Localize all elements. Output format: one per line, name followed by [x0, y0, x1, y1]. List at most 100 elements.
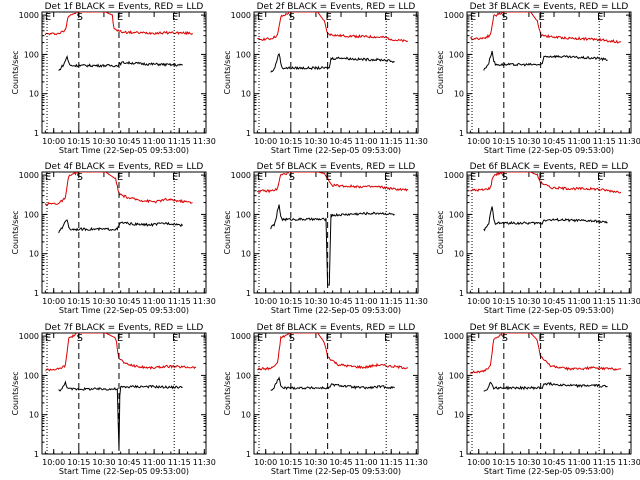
- x-axis-label: Start Time (22-Sep-05 09:53:00): [484, 306, 614, 315]
- x-tick-label: 11:30: [405, 297, 428, 306]
- chart-title: Det 2f BLACK = Events, RED = LLD: [257, 2, 416, 12]
- time-marker-label: E: [172, 12, 178, 23]
- y-tick-label: 1: [246, 289, 251, 298]
- time-marker-label: E: [325, 172, 331, 183]
- y-tick-label: 100: [449, 50, 464, 59]
- x-tick-label: 11:00: [143, 137, 166, 146]
- x-tick-label: 11:00: [355, 458, 378, 467]
- x-tick-label: 10:45: [117, 297, 140, 306]
- x-tick-label: 10:00: [254, 137, 277, 146]
- y-tick-label: 100: [236, 50, 251, 59]
- y-tick-label: 1000: [19, 171, 39, 180]
- x-tick-label: 11:30: [193, 137, 216, 146]
- x-tick-label: 10:15: [67, 297, 90, 306]
- y-tick-label: 1: [246, 450, 251, 459]
- x-tick-label: 11:00: [143, 297, 166, 306]
- x-tick-label: 10:45: [117, 137, 140, 146]
- x-tick-label: 10:30: [304, 297, 327, 306]
- x-tick-label: 10:00: [467, 297, 490, 306]
- x-axis-label: Start Time (22-Sep-05 09:53:00): [59, 146, 189, 155]
- x-tick-label: 10:45: [542, 137, 565, 146]
- plot-frame: [253, 332, 419, 455]
- lld-rate-line: [257, 333, 408, 371]
- time-marker-label: S: [77, 172, 83, 183]
- y-tick-label: 1000: [19, 332, 39, 341]
- y-axis-label: Counts/sec: [223, 210, 232, 254]
- time-marker-label: E: [538, 172, 544, 183]
- x-tick-label: 10:15: [492, 297, 515, 306]
- y-tick-label: 1: [459, 450, 464, 459]
- x-tick-label: 11:30: [193, 458, 216, 467]
- time-marker-label: E: [117, 172, 123, 183]
- lld-rate-line: [256, 172, 409, 194]
- chart-title: Det 3f BLACK = Events, RED = LLD: [470, 2, 629, 12]
- y-tick-label: 10: [454, 250, 464, 259]
- chart-title: Det 9f BLACK = Events, RED = LLD: [470, 323, 629, 333]
- x-tick-label: 11:30: [405, 137, 428, 146]
- chart-title: Det 4f BLACK = Events, RED = LLD: [45, 162, 204, 172]
- x-tick-label: 10:00: [467, 137, 490, 146]
- x-tick-label: 10:00: [42, 297, 65, 306]
- x-tick-label: 10:00: [467, 458, 490, 467]
- time-marker-label: E: [384, 172, 390, 183]
- lld-rate-line: [257, 12, 409, 43]
- x-axis-label: Start Time (22-Sep-05 09:53:00): [271, 467, 401, 476]
- x-tick-label: 10:45: [329, 458, 352, 467]
- chart-title: Det 1f BLACK = Events, RED = LLD: [45, 2, 204, 12]
- time-marker-label: E: [470, 172, 476, 183]
- y-tick-label: 100: [24, 50, 39, 59]
- time-marker-label: S: [289, 172, 295, 183]
- y-tick-label: 10: [454, 90, 464, 99]
- time-marker-label: E: [325, 333, 331, 344]
- plot-frame: [41, 171, 207, 294]
- x-tick-label: 10:15: [279, 297, 302, 306]
- time-marker-label: E: [45, 12, 51, 23]
- chart-title: Det 6f BLACK = Events, RED = LLD: [470, 162, 629, 172]
- time-marker-label: E: [597, 333, 603, 344]
- y-tick-label: 1000: [444, 332, 464, 341]
- event-rate-line: [58, 219, 184, 234]
- x-tick-label: 10:30: [304, 458, 327, 467]
- chart-title: Det 7f BLACK = Events, RED = LLD: [45, 323, 204, 333]
- time-marker-label: E: [257, 172, 263, 183]
- y-axis-label: Counts/sec: [223, 50, 232, 94]
- event-rate-line: [483, 381, 608, 392]
- time-marker-label: E: [538, 12, 544, 23]
- x-axis-label: Start Time (22-Sep-05 09:53:00): [271, 306, 401, 315]
- plot-frame: [466, 171, 632, 294]
- x-tick-label: 11:30: [618, 458, 640, 467]
- time-marker-label: E: [45, 172, 51, 183]
- event-rate-line: [58, 54, 183, 71]
- plot-frame: [253, 11, 419, 134]
- lld-rate-line: [44, 12, 193, 36]
- lld-rate-line: [469, 333, 622, 375]
- chart-panel-2: Det 2f BLACK = Events, RED = LLD 10:00 10:…: [223, 2, 428, 155]
- event-rate-line: [270, 376, 395, 391]
- y-axis-label: Counts/sec: [223, 371, 232, 415]
- x-tick-label: 11:15: [380, 137, 403, 146]
- x-tick-label: 10:00: [42, 137, 65, 146]
- x-tick-label: 10:45: [329, 297, 352, 306]
- x-tick-label: 11:00: [568, 297, 591, 306]
- x-tick-label: 11:15: [593, 297, 616, 306]
- x-tick-label: 10:15: [279, 137, 302, 146]
- x-tick-label: 11:15: [593, 458, 616, 467]
- x-tick-label: 10:15: [67, 137, 90, 146]
- lld-rate-line: [470, 12, 622, 44]
- y-tick-label: 10: [29, 90, 39, 99]
- time-marker-label: S: [77, 12, 83, 23]
- x-tick-label: 11:00: [355, 297, 378, 306]
- y-tick-label: 10: [241, 250, 251, 259]
- x-axis-label: Start Time (22-Sep-05 09:53:00): [484, 146, 614, 155]
- y-tick-label: 1: [246, 129, 251, 138]
- event-rate-line: [58, 380, 183, 451]
- x-tick-label: 10:00: [254, 297, 277, 306]
- x-tick-label: 11:00: [568, 458, 591, 467]
- y-axis-label: Counts/sec: [436, 210, 445, 254]
- x-tick-label: 10:00: [42, 458, 65, 467]
- y-tick-label: 1000: [231, 171, 251, 180]
- y-tick-label: 1000: [231, 332, 251, 341]
